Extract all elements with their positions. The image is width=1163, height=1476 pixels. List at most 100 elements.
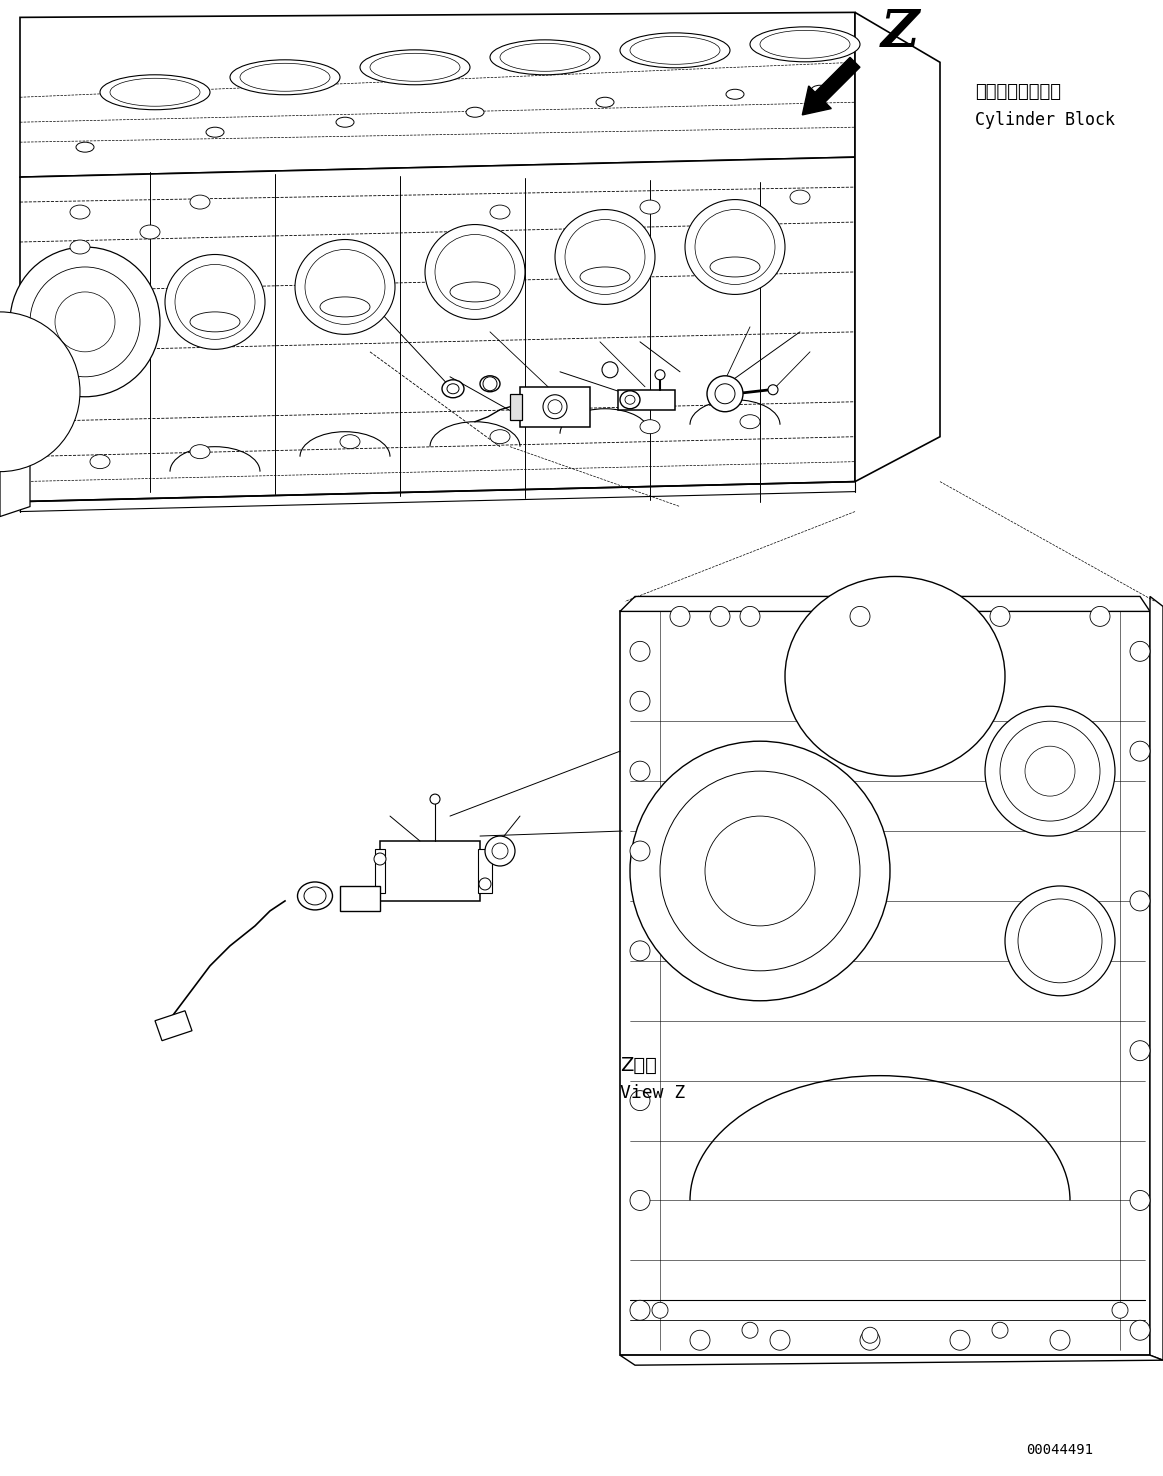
Circle shape — [1000, 722, 1100, 821]
Circle shape — [690, 1330, 709, 1351]
Circle shape — [55, 292, 115, 351]
Circle shape — [1130, 642, 1150, 661]
Circle shape — [850, 607, 870, 626]
Ellipse shape — [740, 415, 759, 428]
Circle shape — [950, 1330, 970, 1351]
Ellipse shape — [759, 31, 850, 59]
Circle shape — [630, 741, 890, 1001]
Circle shape — [630, 940, 650, 961]
Circle shape — [630, 1300, 650, 1320]
Ellipse shape — [555, 210, 655, 304]
Ellipse shape — [811, 86, 829, 96]
Ellipse shape — [620, 32, 730, 68]
Circle shape — [862, 1327, 878, 1343]
Ellipse shape — [361, 50, 470, 84]
Circle shape — [1130, 1191, 1150, 1210]
Ellipse shape — [466, 108, 484, 117]
Polygon shape — [820, 604, 959, 651]
Circle shape — [10, 246, 160, 397]
Ellipse shape — [174, 264, 255, 339]
Circle shape — [30, 267, 140, 376]
Circle shape — [1130, 1041, 1150, 1061]
Polygon shape — [340, 886, 380, 911]
Ellipse shape — [340, 435, 361, 449]
Circle shape — [985, 706, 1115, 835]
Circle shape — [630, 841, 650, 861]
Circle shape — [740, 607, 759, 626]
Ellipse shape — [480, 376, 500, 391]
Ellipse shape — [230, 61, 340, 94]
Polygon shape — [520, 387, 590, 427]
Circle shape — [655, 370, 665, 379]
Circle shape — [430, 794, 440, 804]
Circle shape — [1130, 892, 1150, 911]
Circle shape — [742, 1322, 758, 1339]
Circle shape — [1018, 899, 1103, 983]
Polygon shape — [20, 12, 855, 177]
Ellipse shape — [442, 379, 464, 397]
Polygon shape — [155, 1011, 192, 1041]
Circle shape — [485, 835, 515, 866]
Polygon shape — [855, 12, 940, 481]
Circle shape — [705, 816, 815, 925]
Circle shape — [652, 1302, 668, 1318]
Polygon shape — [618, 390, 675, 410]
Ellipse shape — [110, 78, 200, 106]
Ellipse shape — [695, 210, 775, 285]
Ellipse shape — [450, 282, 500, 303]
Ellipse shape — [140, 224, 160, 239]
Ellipse shape — [100, 75, 211, 109]
Ellipse shape — [447, 384, 459, 394]
Ellipse shape — [580, 267, 630, 286]
Circle shape — [543, 394, 568, 419]
Text: Z　視: Z 視 — [620, 1057, 657, 1075]
Polygon shape — [20, 156, 855, 502]
Circle shape — [1112, 1302, 1128, 1318]
Circle shape — [992, 1322, 1008, 1339]
Ellipse shape — [625, 396, 635, 404]
Circle shape — [483, 376, 497, 391]
Circle shape — [990, 607, 1009, 626]
Circle shape — [630, 1091, 650, 1110]
Polygon shape — [374, 849, 385, 893]
Circle shape — [770, 1330, 790, 1351]
Circle shape — [1025, 747, 1075, 796]
Circle shape — [768, 385, 778, 394]
Ellipse shape — [304, 887, 326, 905]
Circle shape — [1050, 1330, 1070, 1351]
Ellipse shape — [640, 201, 659, 214]
Ellipse shape — [305, 249, 385, 325]
Circle shape — [479, 878, 491, 890]
Ellipse shape — [165, 254, 265, 350]
Ellipse shape — [565, 220, 645, 294]
Circle shape — [670, 607, 690, 626]
Polygon shape — [0, 342, 30, 517]
Ellipse shape — [640, 419, 659, 434]
Ellipse shape — [70, 241, 90, 254]
Circle shape — [1130, 1320, 1150, 1340]
Ellipse shape — [490, 40, 600, 75]
Circle shape — [492, 843, 508, 859]
Ellipse shape — [620, 391, 640, 409]
Text: 00044491: 00044491 — [1027, 1444, 1093, 1457]
Ellipse shape — [630, 37, 720, 65]
Ellipse shape — [90, 455, 110, 469]
Ellipse shape — [206, 127, 224, 137]
Circle shape — [1005, 886, 1115, 996]
Text: Z: Z — [880, 7, 919, 58]
Ellipse shape — [685, 199, 785, 294]
Polygon shape — [478, 849, 492, 893]
Polygon shape — [380, 841, 480, 900]
Ellipse shape — [190, 195, 211, 210]
Ellipse shape — [424, 224, 525, 319]
Ellipse shape — [709, 257, 759, 277]
Circle shape — [659, 770, 859, 971]
Ellipse shape — [750, 27, 859, 62]
Circle shape — [715, 384, 735, 404]
Circle shape — [630, 642, 650, 661]
Circle shape — [1090, 607, 1110, 626]
Circle shape — [630, 691, 650, 711]
Polygon shape — [620, 611, 1150, 1355]
Circle shape — [1130, 741, 1150, 762]
Ellipse shape — [240, 63, 330, 92]
